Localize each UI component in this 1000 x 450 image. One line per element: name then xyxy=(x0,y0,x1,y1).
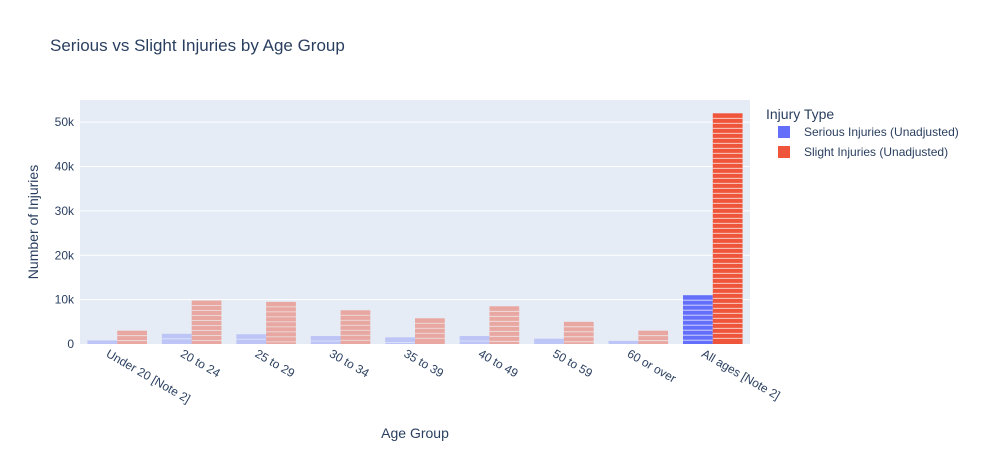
legend-item-serious[interactable]: Serious Injuries (Unadjusted) xyxy=(778,125,959,139)
bar-slight[interactable] xyxy=(340,310,371,344)
bar-body xyxy=(161,333,192,344)
bar-body xyxy=(266,301,296,344)
bar-body xyxy=(310,336,341,344)
x-tick-label: 40 to 49 xyxy=(476,346,521,380)
bars xyxy=(87,113,743,345)
y-tick-label: 0 xyxy=(67,337,74,351)
x-tick-label: 35 to 39 xyxy=(402,346,447,380)
bar-serious[interactable] xyxy=(385,337,415,344)
bar-body xyxy=(340,310,371,344)
bar-body xyxy=(489,306,520,344)
y-tick-label: 30k xyxy=(55,204,75,218)
x-axis-ticks: Under 20 [Note 2]20 to 24 25 to 29 30 to 3… xyxy=(104,346,783,405)
bar-slight[interactable] xyxy=(266,301,296,344)
bar-serious[interactable] xyxy=(534,338,564,344)
gridlines xyxy=(80,121,750,301)
y-tick-label: 10k xyxy=(55,293,75,307)
bar-slight[interactable] xyxy=(638,330,669,344)
legend-label-serious: Serious Injuries (Unadjusted) xyxy=(804,125,959,139)
bar-serious[interactable] xyxy=(683,295,713,344)
plot-area xyxy=(80,100,750,344)
bar-body xyxy=(117,330,147,344)
bar-serious[interactable] xyxy=(310,336,341,344)
chart-title: Serious vs Slight Injuries by Age Group xyxy=(50,36,345,55)
legend-title: Injury Type xyxy=(766,106,834,122)
bar-slight[interactable] xyxy=(563,321,594,344)
bar-body xyxy=(534,338,564,344)
bar-body xyxy=(87,340,118,344)
legend-label-slight: Slight Injuries (Unadjusted) xyxy=(804,145,948,159)
bar-serious[interactable] xyxy=(161,333,192,344)
x-tick-label: 30 to 34 xyxy=(327,346,372,380)
bar-serious[interactable] xyxy=(459,336,490,344)
bar-body xyxy=(608,340,639,344)
legend-swatch-slight xyxy=(778,146,790,158)
bar-body xyxy=(385,337,415,344)
x-tick-label: 50 to 59 xyxy=(550,346,595,380)
y-tick-label: 20k xyxy=(55,248,75,262)
bar-slight[interactable] xyxy=(712,113,743,345)
x-tick-label: 60 or over xyxy=(625,346,679,385)
y-tick-label: 50k xyxy=(55,115,75,129)
bar-slight[interactable] xyxy=(191,300,222,344)
bar-body xyxy=(563,321,594,344)
legend[interactable]: Injury Type Serious Injuries (Unadjusted… xyxy=(766,106,959,159)
x-tick-label: 25 to 29 xyxy=(253,346,298,380)
bar-body xyxy=(236,334,267,344)
x-tick-label: 20 to 24 xyxy=(178,346,223,380)
bar-slight[interactable] xyxy=(489,306,520,344)
bar-body xyxy=(683,295,713,344)
bar-body xyxy=(459,336,490,344)
bar-serious[interactable] xyxy=(608,340,639,344)
bar-body xyxy=(415,318,445,344)
bar-serious[interactable] xyxy=(87,340,118,344)
y-axis-ticks: 0 10k 20k 30k 40k 50k xyxy=(55,115,75,351)
bar-body xyxy=(191,300,222,344)
y-tick-label: 40k xyxy=(55,160,75,174)
x-tick-label: All ages [Note 2] xyxy=(699,346,782,402)
bar-body xyxy=(638,330,669,344)
legend-swatch-serious xyxy=(778,126,790,138)
bar-serious[interactable] xyxy=(236,334,267,344)
bar-slight[interactable] xyxy=(117,330,147,344)
x-axis-title: Age Group xyxy=(381,425,449,441)
bar-slight[interactable] xyxy=(415,318,445,344)
legend-item-slight[interactable]: Slight Injuries (Unadjusted) xyxy=(778,145,948,159)
y-axis-title: Number of Injuries xyxy=(25,165,41,279)
